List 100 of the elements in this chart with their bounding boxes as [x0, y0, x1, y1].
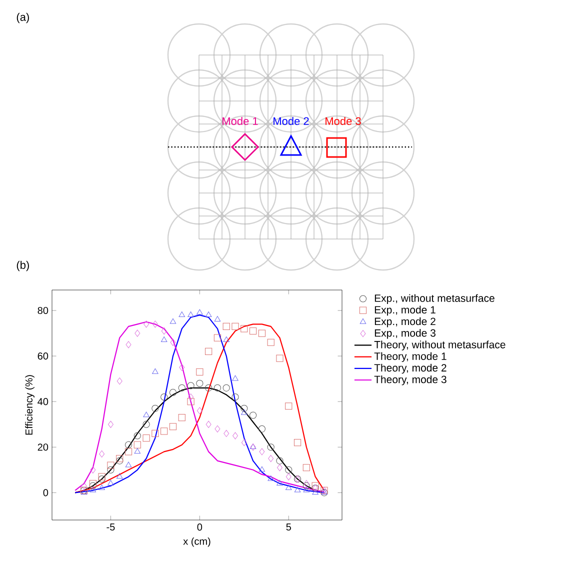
point — [240, 325, 248, 332]
point — [294, 486, 301, 492]
y-tick-label: 40 — [38, 398, 48, 406]
point — [205, 348, 212, 356]
point — [124, 448, 132, 456]
point — [169, 388, 177, 396]
point — [170, 318, 176, 324]
point — [152, 404, 159, 412]
point — [214, 384, 222, 392]
legend-label: Theory, mode 2 — [374, 364, 446, 374]
point — [267, 338, 274, 346]
text: Mode 2 — [274, 116, 309, 126]
legend-label: Exp., mode 3 — [374, 329, 436, 339]
point — [232, 375, 238, 381]
point — [268, 454, 274, 462]
point — [98, 475, 106, 483]
point — [98, 484, 105, 490]
point — [108, 420, 114, 428]
point — [188, 311, 194, 317]
point — [116, 378, 122, 385]
x-tick-label: -5 — [106, 524, 115, 531]
point — [224, 430, 230, 438]
point — [124, 441, 132, 448]
point — [302, 464, 310, 472]
point — [250, 412, 257, 419]
point — [285, 466, 292, 474]
point — [80, 489, 88, 495]
point — [160, 336, 168, 342]
point — [276, 354, 284, 362]
point — [222, 384, 230, 392]
point — [152, 368, 158, 374]
point — [312, 482, 319, 490]
point — [205, 384, 212, 392]
x-axis-title: x (cm) — [183, 537, 210, 547]
point — [134, 432, 141, 440]
point — [81, 482, 87, 490]
point — [222, 322, 230, 330]
point — [232, 322, 239, 330]
point — [241, 439, 247, 446]
point — [205, 311, 212, 317]
point — [214, 316, 221, 322]
point — [196, 380, 204, 387]
point — [90, 486, 96, 492]
point — [179, 364, 185, 371]
point — [107, 462, 114, 469]
point — [286, 484, 292, 490]
point — [214, 334, 222, 342]
y-tick-label: 80 — [38, 306, 48, 314]
point — [178, 414, 186, 422]
text: Mode 3 — [326, 116, 361, 126]
point — [134, 330, 140, 337]
point — [142, 420, 150, 428]
point — [116, 454, 124, 462]
point — [196, 407, 202, 414]
point — [240, 404, 248, 412]
y-tick-label: 20 — [38, 444, 48, 451]
point — [196, 309, 203, 315]
x-tick-label: 0 — [197, 524, 202, 531]
legend-label: Exp., mode 2 — [374, 317, 436, 328]
point — [134, 448, 141, 454]
point — [178, 311, 185, 317]
point — [276, 480, 283, 486]
y-tick-label: 0 — [43, 489, 48, 496]
point — [152, 430, 159, 438]
point — [223, 336, 230, 342]
point — [90, 466, 96, 474]
point — [232, 432, 238, 440]
legend-label: Theory, mode 3 — [374, 375, 446, 386]
point — [214, 425, 220, 432]
point — [258, 425, 266, 432]
point — [250, 327, 257, 335]
point — [277, 464, 282, 472]
point — [268, 475, 274, 481]
point — [196, 368, 204, 376]
point — [161, 327, 167, 335]
point — [187, 382, 194, 390]
point — [258, 330, 266, 337]
point — [134, 441, 141, 448]
text: (b) — [16, 260, 29, 272]
y-tick-label: 60 — [38, 352, 48, 360]
point — [160, 393, 168, 401]
point — [142, 434, 150, 442]
legend-label: Theory, without metasurface — [374, 340, 506, 350]
point — [99, 450, 105, 458]
point — [285, 402, 292, 410]
point — [258, 466, 266, 472]
point — [107, 466, 114, 474]
point — [169, 423, 177, 430]
legend-label: Theory, mode 1 — [374, 352, 446, 362]
point — [160, 428, 168, 435]
point — [144, 320, 150, 328]
point — [276, 457, 284, 464]
point — [170, 338, 176, 346]
point — [98, 473, 106, 480]
point — [187, 398, 194, 406]
point — [126, 341, 132, 348]
point — [286, 473, 292, 480]
point — [178, 384, 186, 392]
point — [294, 439, 302, 446]
point — [241, 409, 248, 415]
